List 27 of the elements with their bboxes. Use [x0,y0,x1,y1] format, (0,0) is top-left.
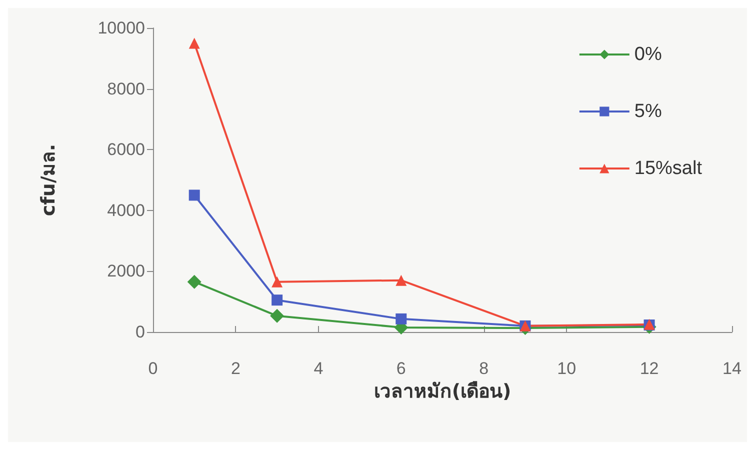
point [272,276,283,288]
legend-label: 5% [634,101,662,122]
x-tick-label: 8 [479,359,489,378]
y-tick-label: 10000 [98,18,145,38]
y-tick-label: 4000 [107,200,145,220]
x-tick-label: 4 [314,359,324,378]
point [272,294,283,306]
point [188,38,200,49]
x-tick-label: 2 [230,359,240,378]
point [187,274,202,289]
y-tick-label: 0 [136,322,145,342]
y-tick-label: 8000 [107,79,145,98]
point [188,190,200,201]
point [270,308,284,323]
legend-label: 15%salt [634,158,703,179]
x-tick-label: 0 [148,359,158,378]
x-axis-title: เวลาหมัก(เดือน) [374,380,512,402]
point [396,313,407,324]
x-tick-label: 10 [557,359,576,378]
point [396,274,407,286]
y-tick-label: 2000 [107,262,145,281]
y-tick-label: 6000 [107,140,145,160]
x-tick-label: 6 [396,359,406,378]
x-tick-label: 12 [640,359,659,378]
y-axis-title: cfu/มล. [38,144,60,216]
x-tick-label: 14 [722,359,742,378]
legend-label: 0% [634,44,662,65]
